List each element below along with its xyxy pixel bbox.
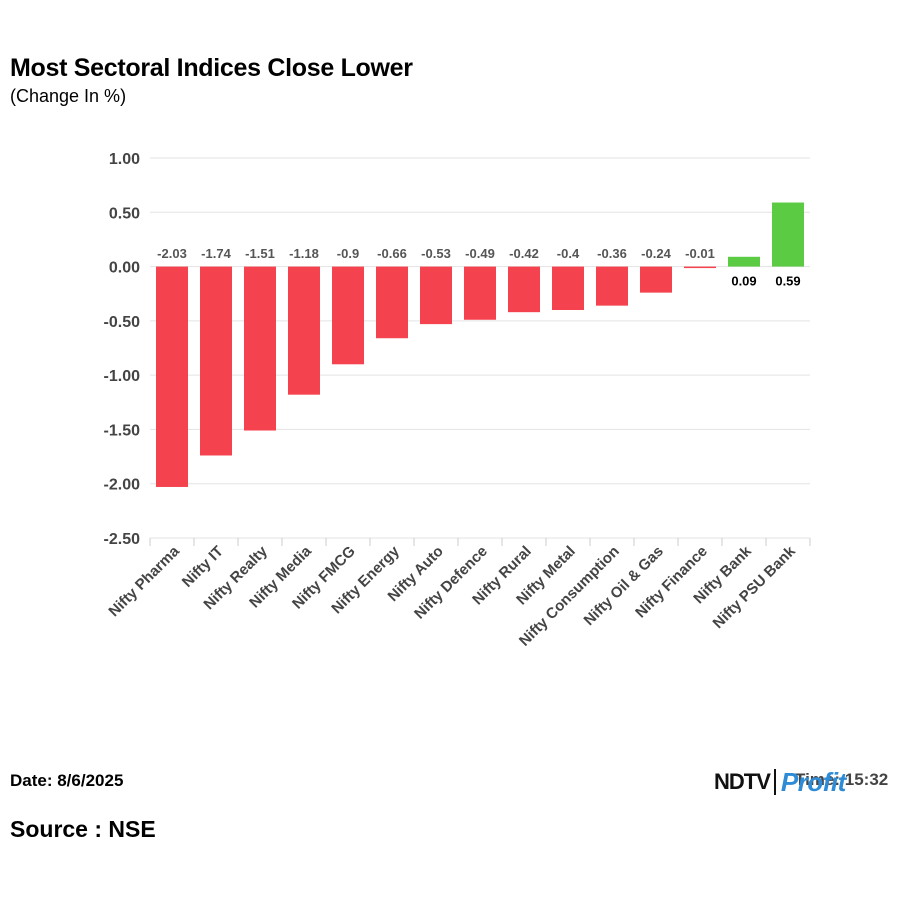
data-label: 0.09: [731, 274, 756, 289]
bar: [200, 266, 232, 456]
data-label: -0.9: [337, 246, 359, 261]
bar: [640, 266, 672, 293]
logo-divider: [773, 769, 776, 795]
logo-profit-text: Profit: [780, 766, 846, 797]
y-tick-label: -2.50: [104, 531, 141, 548]
y-tick-label: -1.00: [104, 368, 141, 385]
bar: [552, 266, 584, 310]
bar: [288, 266, 320, 395]
date-label: Date: 8/6/2025: [10, 771, 124, 790]
y-tick-label: 1.00: [109, 151, 140, 168]
data-label: -0.53: [421, 246, 451, 261]
data-labels: -2.03 -1.74 -1.51 -1.18 -0.9 -0.66 -0.53 -0.49-…: [157, 246, 800, 289]
bar: [596, 266, 628, 306]
data-label: -0.66: [377, 246, 407, 261]
x-tick-label: Nifty Oil & Gas: [581, 543, 667, 629]
bar: [684, 266, 716, 269]
y-tick-label: -2.00: [104, 477, 141, 494]
data-label: -1.51: [245, 246, 275, 261]
x-tick-label: Nifty PSU Bank: [710, 542, 800, 632]
y-axis-ticks: 1.00 0.50 0.00 -0.50 -1.00 -1.50 -2.00 -2.50: [104, 151, 141, 548]
bar: [772, 202, 804, 267]
logo-ndtv-text: NDTV: [714, 769, 771, 794]
data-label: -0.49: [465, 246, 495, 261]
data-label: -0.4: [557, 246, 580, 261]
ndtv-profit-logo: NDTV Profit: [714, 767, 846, 797]
data-label: -2.03: [157, 246, 187, 261]
chart-subtitle: (Change In %): [10, 86, 127, 106]
y-tick-label: 0.00: [109, 260, 140, 277]
bar: [332, 266, 364, 365]
data-label: -0.01: [685, 246, 715, 261]
data-label: -0.42: [509, 246, 539, 261]
bar: [420, 266, 452, 325]
data-label: -0.24: [641, 246, 671, 261]
data-label: -0.36: [597, 246, 627, 261]
chart-title: Most Sectoral Indices Close Lower: [10, 54, 413, 82]
data-label: 0.59: [775, 274, 800, 289]
data-label: -1.18: [289, 246, 319, 261]
bar: [464, 266, 496, 320]
y-tick-label: 0.50: [109, 205, 140, 222]
source-label: Source : NSE: [10, 816, 156, 842]
bar: [376, 266, 408, 339]
data-label: -1.74: [201, 246, 231, 261]
y-tick-label: -1.50: [104, 422, 141, 439]
y-tick-label: -0.50: [104, 314, 141, 331]
x-tick-label: Nifty Pharma: [105, 542, 183, 620]
bar: [728, 256, 760, 267]
bar: [508, 266, 540, 313]
bar: [244, 266, 276, 431]
bar: [156, 266, 188, 487]
bars: [156, 202, 804, 487]
time-label: Time: 15:32: [795, 770, 889, 789]
